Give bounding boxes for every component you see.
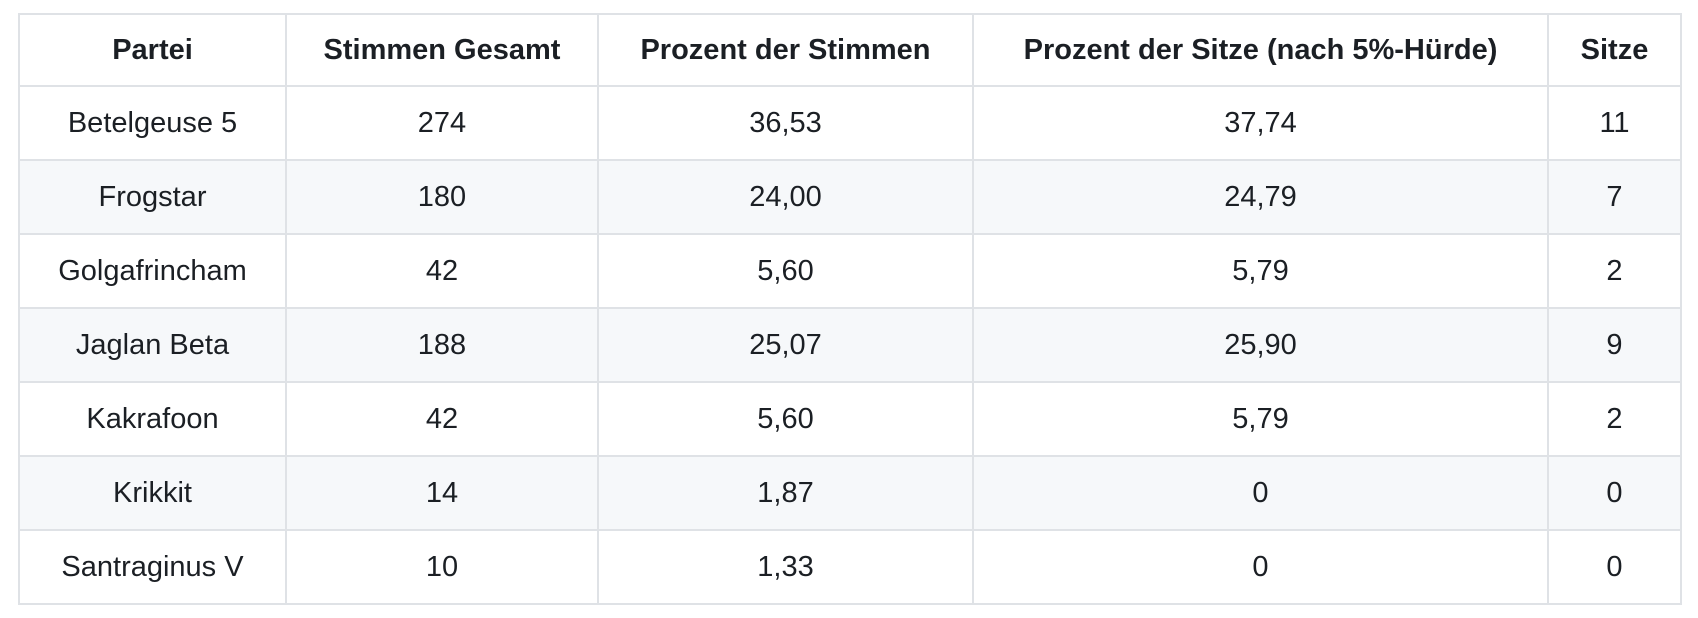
cell-stimmen-gesamt: 42: [285, 381, 599, 457]
table-row: Santraginus V 10 1,33 0 0: [18, 529, 1682, 605]
column-header-stimmen-gesamt: Stimmen Gesamt: [285, 13, 599, 87]
cell-sitze: 0: [1547, 455, 1682, 531]
cell-partei: Krikkit: [18, 455, 287, 531]
cell-sitze: 2: [1547, 233, 1682, 309]
cell-partei: Santraginus V: [18, 529, 287, 605]
cell-prozent-sitze: 5,79: [972, 381, 1549, 457]
cell-prozent-stimmen: 1,87: [597, 455, 974, 531]
cell-sitze: 9: [1547, 307, 1682, 383]
column-header-sitze: Sitze: [1547, 13, 1682, 87]
cell-stimmen-gesamt: 180: [285, 159, 599, 235]
cell-sitze: 11: [1547, 85, 1682, 161]
column-header-prozent-stimmen: Prozent der Stimmen: [597, 13, 974, 87]
table-row: Krikkit 14 1,87 0 0: [18, 455, 1682, 531]
cell-prozent-stimmen: 1,33: [597, 529, 974, 605]
cell-sitze: 0: [1547, 529, 1682, 605]
cell-sitze: 7: [1547, 159, 1682, 235]
table-row: Jaglan Beta 188 25,07 25,90 9: [18, 307, 1682, 383]
cell-prozent-sitze: 37,74: [972, 85, 1549, 161]
column-header-prozent-sitze: Prozent der Sitze (nach 5%-Hürde): [972, 13, 1549, 87]
cell-stimmen-gesamt: 14: [285, 455, 599, 531]
table-row: Golgafrincham 42 5,60 5,79 2: [18, 233, 1682, 309]
cell-partei: Jaglan Beta: [18, 307, 287, 383]
cell-partei: Kakrafoon: [18, 381, 287, 457]
column-header-partei: Partei: [18, 13, 287, 87]
cell-partei: Betelgeuse 5: [18, 85, 287, 161]
cell-stimmen-gesamt: 188: [285, 307, 599, 383]
cell-stimmen-gesamt: 274: [285, 85, 599, 161]
cell-sitze: 2: [1547, 381, 1682, 457]
cell-prozent-sitze: 24,79: [972, 159, 1549, 235]
cell-prozent-stimmen: 24,00: [597, 159, 974, 235]
cell-prozent-sitze: 0: [972, 529, 1549, 605]
table-row: Betelgeuse 5 274 36,53 37,74 11: [18, 85, 1682, 161]
cell-partei: Frogstar: [18, 159, 287, 235]
election-results-table: Partei Stimmen Gesamt Prozent der Stimme…: [18, 13, 1682, 605]
header-row: Partei Stimmen Gesamt Prozent der Stimme…: [18, 13, 1682, 87]
cell-stimmen-gesamt: 42: [285, 233, 599, 309]
cell-prozent-stimmen: 25,07: [597, 307, 974, 383]
cell-prozent-sitze: 5,79: [972, 233, 1549, 309]
cell-prozent-sitze: 25,90: [972, 307, 1549, 383]
cell-prozent-stimmen: 5,60: [597, 381, 974, 457]
cell-prozent-sitze: 0: [972, 455, 1549, 531]
cell-prozent-stimmen: 5,60: [597, 233, 974, 309]
table-row: Kakrafoon 42 5,60 5,79 2: [18, 381, 1682, 457]
cell-prozent-stimmen: 36,53: [597, 85, 974, 161]
cell-stimmen-gesamt: 10: [285, 529, 599, 605]
cell-partei: Golgafrincham: [18, 233, 287, 309]
table-row: Frogstar 180 24,00 24,79 7: [18, 159, 1682, 235]
